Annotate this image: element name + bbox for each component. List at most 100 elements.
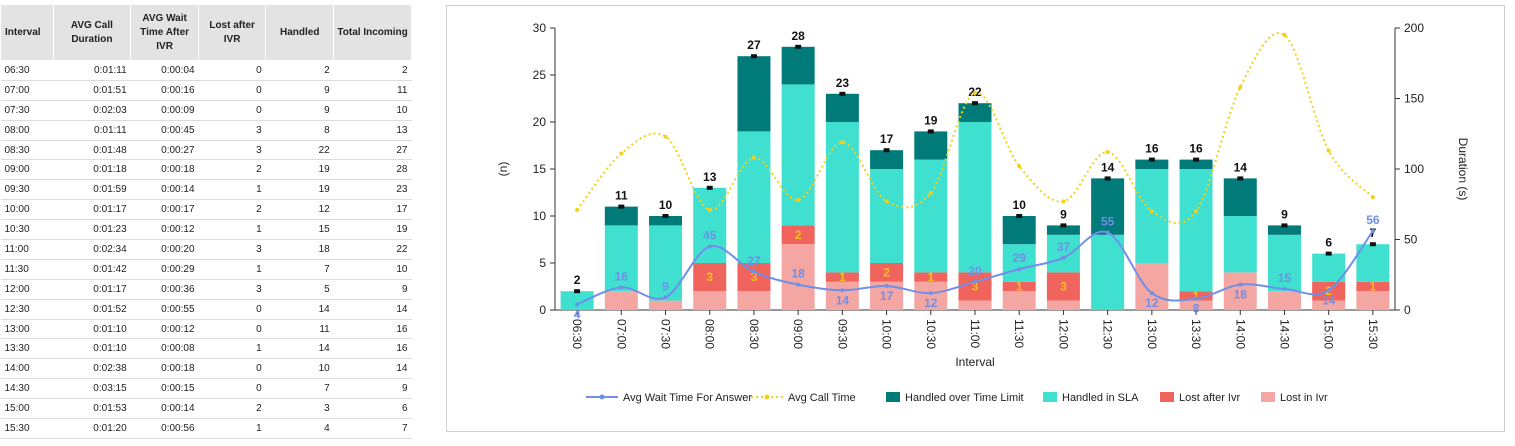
cell-lost-after-ivr: 3 <box>198 140 266 161</box>
total-label: 14 <box>1234 160 1248 174</box>
header-avg-call-duration[interactable]: AVG Call Duration <box>52 4 132 61</box>
table-row[interactable]: 06:30 0:01:11 0:00:04 0 2 2 <box>0 60 412 81</box>
table-row[interactable]: 10:00 0:01:17 0:00:17 2 12 17 <box>0 199 412 221</box>
avg-call-time-point <box>663 134 668 139</box>
avg-wait-time-label: 20 <box>968 264 982 278</box>
x-tick-label: 06:30 <box>570 319 584 349</box>
table-row[interactable]: 15:00 0:01:53 0:00:14 2 3 6 <box>0 398 412 420</box>
bar-handled-over-limit <box>1046 225 1080 235</box>
legend-label: Avg Wait Time For Answer <box>623 392 752 404</box>
total-label: 17 <box>880 132 894 146</box>
avg-wait-time-label: 45 <box>703 229 717 243</box>
total-label: 7 <box>1370 226 1377 240</box>
bar-handled-in-sla <box>1091 234 1125 310</box>
cell-handled: 2 <box>265 60 334 81</box>
table-row[interactable]: 08:00 0:01:11 0:00:45 3 8 13 <box>0 120 412 141</box>
header-total-incoming[interactable]: Total Incoming <box>333 4 412 61</box>
chart-panel: 0 5 10 15 20 25 30 0 50 100 150 200 (n) Duration (s) 0… <box>446 5 1505 432</box>
table-row[interactable]: 09:30 0:01:59 0:00:14 1 19 23 <box>0 179 412 201</box>
cell-total-incoming: 14 <box>333 299 412 320</box>
avg-wait-time-label: 37 <box>1057 240 1071 254</box>
table-row[interactable]: 15:30 0:01:20 0:00:56 1 4 7 <box>0 418 412 439</box>
legend-swatch-dot <box>764 394 770 400</box>
cell-total-incoming: 16 <box>333 338 412 360</box>
cell-avg-call-duration: 0:03:15 <box>53 378 131 400</box>
bar-lost-after-ivr <box>1002 281 1036 292</box>
legend-item-handled-over-limit[interactable]: Handled over Time Limit <box>886 392 1024 404</box>
table-row[interactable]: 07:30 0:02:03 0:00:09 0 9 10 <box>0 100 412 121</box>
table-row[interactable]: 12:00 0:01:17 0:00:36 3 5 9 <box>0 279 412 300</box>
header-avg-wait-time[interactable]: AVG Wait Time After IVR <box>130 4 200 61</box>
cell-avg-call-duration: 0:01:11 <box>53 60 131 81</box>
cell-lost-after-ivr: 3 <box>198 279 266 300</box>
avg-wait-time-point <box>1061 255 1066 260</box>
cell-handled: 3 <box>265 398 334 420</box>
total-label: 28 <box>791 29 805 43</box>
header-interval[interactable]: Interval <box>0 4 54 61</box>
avg-call-time-point <box>1370 195 1375 200</box>
cell-handled: 12 <box>265 199 334 221</box>
cell-avg-call-duration: 0:01:59 <box>53 179 131 201</box>
cell-lost-after-ivr: 2 <box>198 159 266 181</box>
cell-avg-wait-time: 0:00:18 <box>130 159 199 181</box>
cell-interval: 14:30 <box>0 378 54 400</box>
cell-avg-wait-time: 0:00:20 <box>130 239 199 260</box>
bar-handled-in-sla <box>1356 244 1390 282</box>
total-label: 6 <box>1325 236 1332 250</box>
legend-item-avg-call-time[interactable]: Avg Call Time <box>751 392 856 404</box>
table-row[interactable]: 07:00 0:01:51 0:00:16 0 9 11 <box>0 80 412 101</box>
table-row[interactable]: 08:30 0:01:48 0:00:27 3 22 27 <box>0 140 412 161</box>
legend-item-lost-after-ivr[interactable]: Lost after Ivr <box>1160 392 1240 404</box>
y-tick-label: 0 <box>539 303 546 317</box>
cell-interval: 15:00 <box>0 398 54 420</box>
bar-lost-after-ivr <box>1179 291 1213 301</box>
total-marker <box>1148 157 1155 162</box>
table-row[interactable]: 12:30 0:01:52 0:00:55 0 14 14 <box>0 299 412 320</box>
avg-call-time-point <box>928 190 933 195</box>
table-row[interactable]: 13:30 0:01:10 0:00:08 1 14 16 <box>0 338 412 360</box>
cell-total-incoming: 9 <box>333 279 412 300</box>
cell-interval: 13:00 <box>0 319 54 340</box>
cell-handled: 22 <box>265 140 334 161</box>
lost-after-ivr-label: 3 <box>751 270 758 284</box>
table-body: 06:30 0:01:11 0:00:04 0 2 2 07:00 0:01:51 0:00:1… <box>0 60 412 439</box>
total-marker <box>1325 251 1332 256</box>
table-row[interactable]: 10:30 0:01:23 0:00:12 1 15 19 <box>0 219 412 241</box>
cell-lost-after-ivr: 1 <box>198 338 266 360</box>
total-marker <box>1369 242 1376 247</box>
x-tick-label: 14:00 <box>1233 319 1247 349</box>
avg-wait-time-point <box>796 282 801 287</box>
cell-interval: 09:00 <box>0 159 54 181</box>
bar-handled-in-sla <box>1223 216 1257 273</box>
cell-interval: 06:30 <box>0 60 54 81</box>
avg-wait-time-point <box>1370 229 1375 234</box>
table-row[interactable]: 14:30 0:03:15 0:00:15 0 7 9 <box>0 378 412 400</box>
cell-avg-wait-time: 0:00:08 <box>130 338 199 360</box>
header-lost-after-ivr[interactable]: Lost after IVR <box>198 4 267 61</box>
cell-avg-call-duration: 0:01:42 <box>53 259 131 280</box>
table-row[interactable]: 14:00 0:02:38 0:00:18 0 10 14 <box>0 358 412 380</box>
cell-interval: 13:30 <box>0 338 54 360</box>
table-row[interactable]: 09:00 0:01:18 0:00:18 2 19 28 <box>0 159 412 181</box>
cell-total-incoming: 10 <box>333 259 412 280</box>
legend-swatch <box>886 392 900 402</box>
cell-interval: 12:00 <box>0 279 54 300</box>
cell-avg-wait-time: 0:00:56 <box>130 418 199 439</box>
legend-item-lost-in-ivr[interactable]: Lost in Ivr <box>1261 392 1328 404</box>
lost-after-ivr-label: 2 <box>883 265 890 279</box>
table-row[interactable]: 11:30 0:01:42 0:00:29 1 7 10 <box>0 259 412 280</box>
legend-item-handled-in-sla[interactable]: Handled in SLA <box>1043 392 1139 404</box>
avg-call-time-point <box>1149 209 1154 214</box>
cell-avg-call-duration: 0:01:10 <box>53 319 131 340</box>
legend-item-avg-wait-time[interactable]: Avg Wait Time For Answer <box>586 392 752 404</box>
avg-call-time-point <box>751 155 756 160</box>
x-tick-label: 07:00 <box>614 319 628 349</box>
bar-handled-in-sla <box>1267 234 1301 292</box>
header-handled[interactable]: Handled <box>265 4 335 61</box>
table-row[interactable]: 13:00 0:01:10 0:00:12 0 11 16 <box>0 319 412 340</box>
y-axis-title: (n) <box>496 162 510 177</box>
cell-total-incoming: 11 <box>333 80 412 101</box>
avg-wait-time-label: 56 <box>1366 213 1380 227</box>
table-row[interactable]: 11:00 0:02:34 0:00:20 3 18 22 <box>0 239 412 260</box>
bar-lost-in-ivr <box>737 291 771 310</box>
